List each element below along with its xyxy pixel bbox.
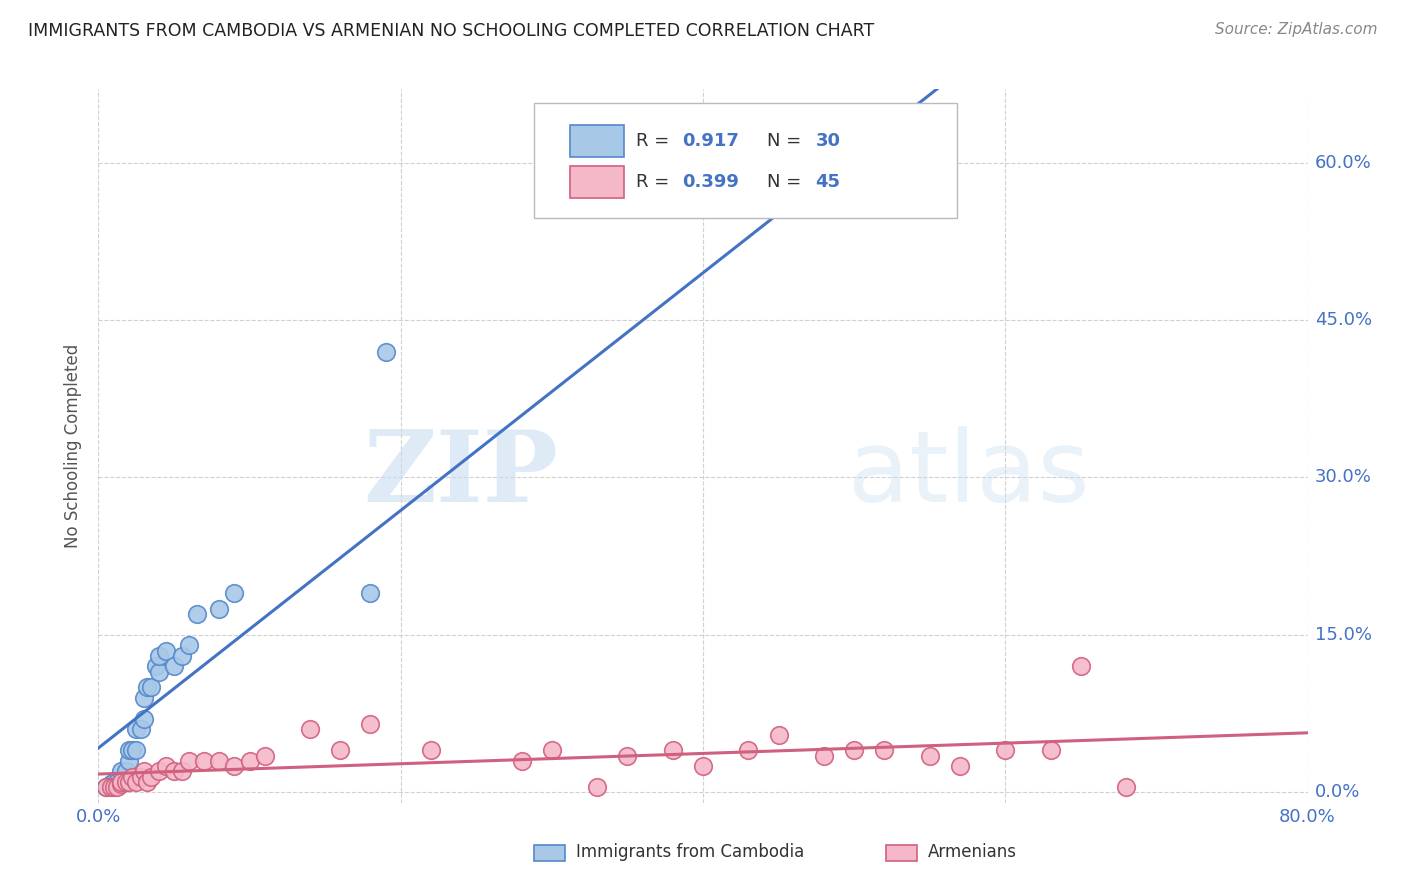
Point (94, 780, 117, 794)
Text: 60.0%: 60.0% (1315, 153, 1371, 171)
Text: 0.0%: 0.0% (1315, 783, 1360, 801)
Text: IMMIGRANTS FROM CAMBODIA VS ARMENIAN NO SCHOOLING COMPLETED CORRELATION CHART: IMMIGRANTS FROM CAMBODIA VS ARMENIAN NO … (28, 22, 875, 40)
Point (208, 601, 231, 615)
Point (121, 743, 143, 757)
Point (510, 754, 533, 768)
Text: 30: 30 (815, 132, 841, 150)
Point (148, 648, 170, 663)
Point (374, 344, 396, 359)
Point (329, 743, 352, 757)
Point (118, 774, 141, 789)
Text: 45.0%: 45.0% (1315, 311, 1372, 329)
Text: Source: ZipAtlas.com: Source: ZipAtlas.com (1215, 22, 1378, 37)
Point (129, 770, 152, 784)
Point (224, 759, 246, 773)
Point (419, 743, 441, 757)
Point (177, 639, 201, 653)
Point (118, 754, 141, 768)
Point (148, 764, 170, 779)
Point (118, 743, 141, 757)
Point (125, 743, 148, 757)
Text: N =: N = (768, 132, 807, 150)
Point (110, 777, 132, 791)
Point (129, 723, 152, 737)
Point (132, 712, 155, 726)
Point (100, 780, 122, 794)
Point (103, 774, 125, 789)
Point (813, 748, 835, 763)
Y-axis label: No Schooling Completed: No Schooling Completed (65, 344, 83, 548)
Point (148, 665, 170, 679)
Point (186, 607, 208, 621)
Point (1039, 743, 1062, 757)
Point (100, 777, 122, 791)
Point (145, 659, 167, 673)
Point (163, 659, 186, 673)
Point (873, 743, 896, 757)
Point (94, 780, 117, 794)
FancyBboxPatch shape (569, 125, 624, 157)
Point (155, 759, 177, 773)
Point (360, 717, 382, 731)
Point (586, 780, 609, 794)
Point (616, 748, 638, 763)
Text: ZIP: ZIP (363, 426, 558, 523)
Point (135, 774, 157, 789)
Point (170, 764, 193, 779)
Point (239, 754, 262, 768)
Point (1070, 659, 1092, 673)
Point (299, 723, 322, 737)
Point (208, 754, 231, 768)
Point (253, 748, 276, 763)
Point (994, 743, 1017, 757)
Point (692, 759, 714, 773)
Point (737, 743, 759, 757)
Point (125, 774, 148, 789)
Point (224, 586, 246, 600)
Point (110, 764, 132, 779)
Point (177, 754, 201, 768)
Point (105, 780, 128, 794)
Point (132, 764, 155, 779)
Point (768, 728, 790, 742)
Point (360, 586, 382, 600)
Point (114, 774, 136, 789)
Text: Immigrants from Cambodia: Immigrants from Cambodia (576, 843, 804, 861)
Point (193, 754, 215, 768)
Point (103, 780, 125, 794)
Text: atlas: atlas (848, 426, 1090, 523)
Text: 0.399: 0.399 (682, 173, 740, 191)
Text: N =: N = (768, 173, 807, 191)
Point (105, 774, 128, 789)
Point (661, 743, 683, 757)
Point (114, 764, 136, 779)
Point (949, 759, 972, 773)
Point (141, 770, 163, 784)
Point (155, 643, 177, 657)
Text: 0.917: 0.917 (682, 132, 740, 150)
Text: 45: 45 (815, 173, 841, 191)
Point (125, 723, 148, 737)
Text: R =: R = (637, 173, 675, 191)
Point (873, 197, 896, 211)
Text: Armenians: Armenians (928, 843, 1017, 861)
Point (121, 770, 143, 784)
Point (1115, 780, 1137, 794)
Text: 15.0%: 15.0% (1315, 626, 1372, 644)
Point (918, 748, 941, 763)
Point (141, 681, 163, 695)
Text: 30.0%: 30.0% (1315, 468, 1371, 486)
FancyBboxPatch shape (534, 103, 957, 218)
Point (110, 774, 132, 789)
Point (540, 743, 562, 757)
Point (170, 648, 193, 663)
Point (135, 681, 157, 695)
Point (844, 743, 866, 757)
Point (132, 690, 155, 705)
Text: R =: R = (637, 132, 675, 150)
FancyBboxPatch shape (569, 166, 624, 198)
Point (110, 774, 132, 789)
Point (163, 764, 186, 779)
